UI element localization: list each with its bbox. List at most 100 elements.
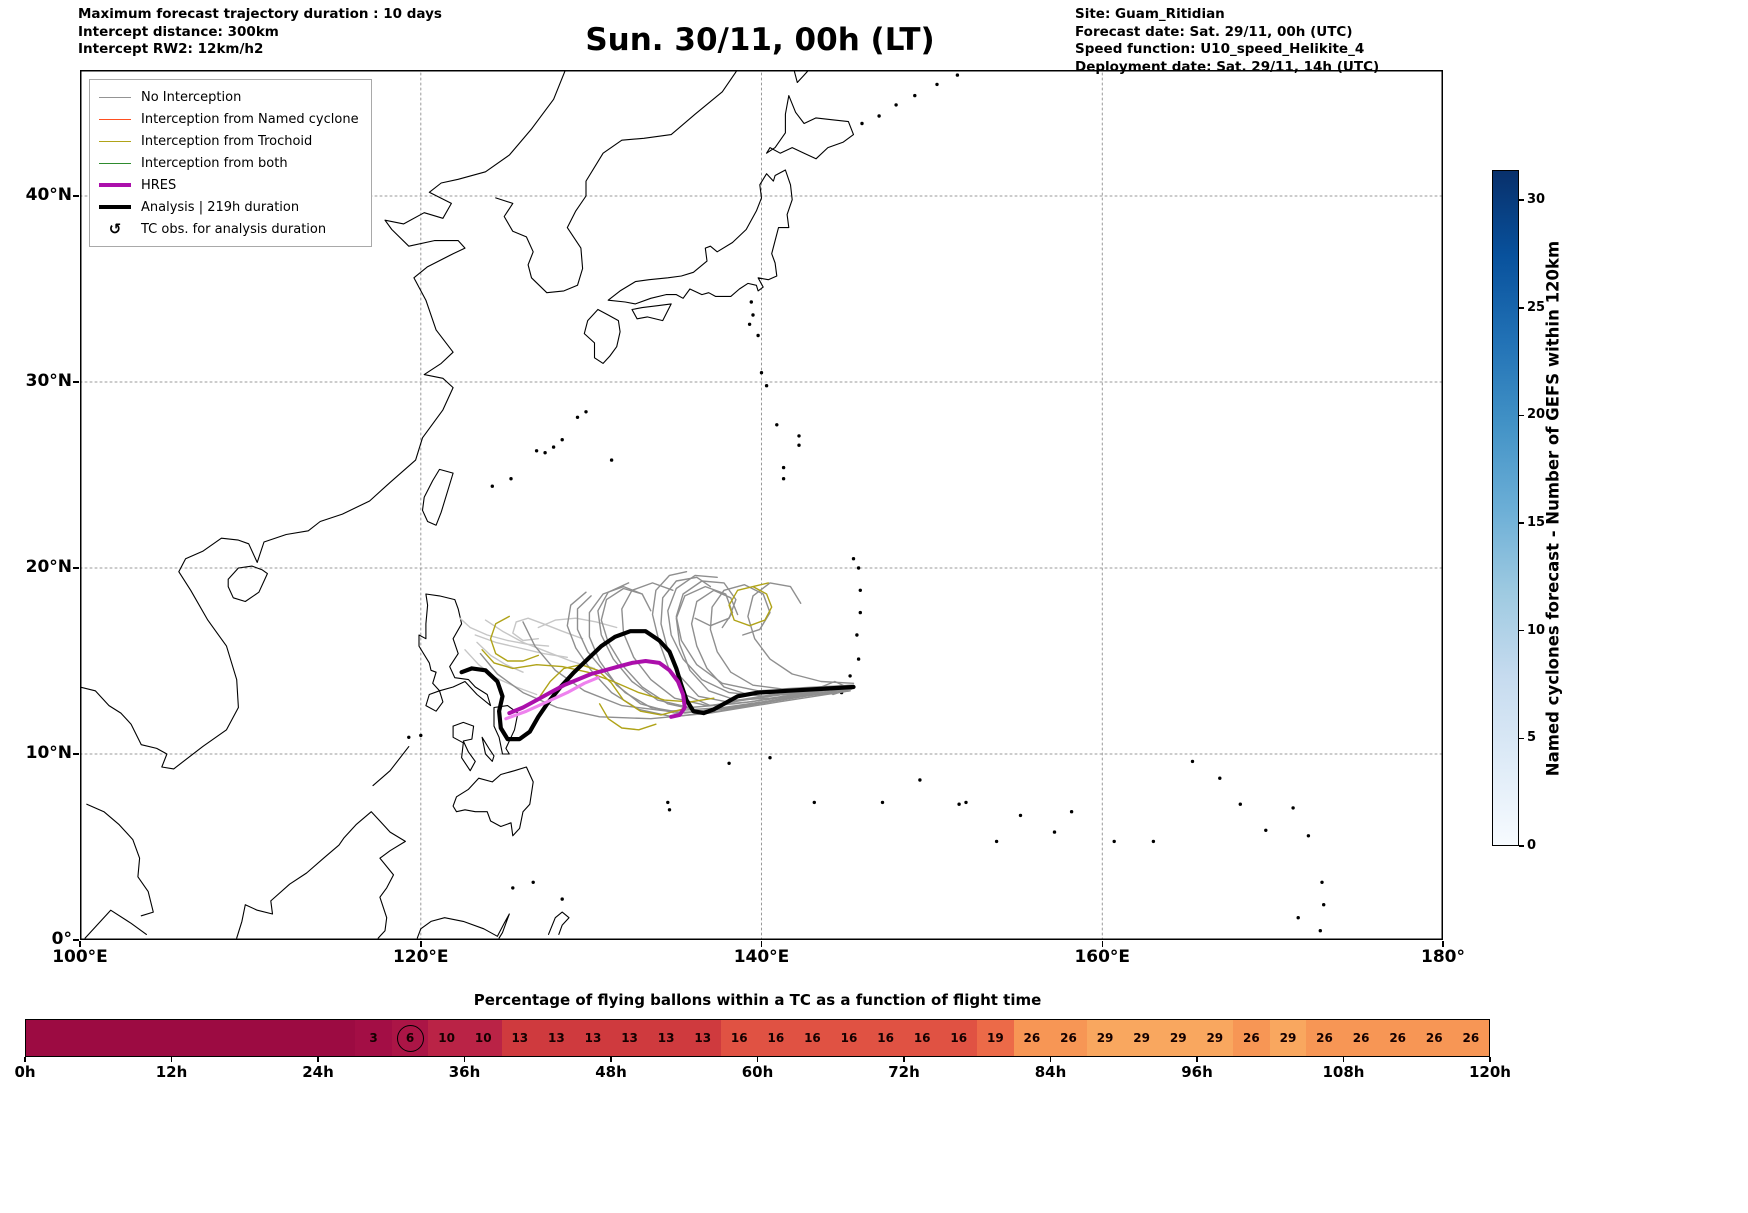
island-dot	[918, 778, 922, 782]
colorbar-tick-mark	[1519, 307, 1524, 309]
island-dot	[848, 674, 852, 678]
island-dot	[858, 588, 862, 592]
flight-time-segment: 13	[501, 1020, 539, 1056]
island-dot	[781, 465, 786, 470]
legend-line-swatch	[99, 96, 131, 98]
ensemble-track-no-interception	[675, 585, 853, 701]
flight-time-segment: 29	[1159, 1020, 1197, 1056]
ensemble-track-no-interception	[512, 617, 584, 642]
colorbar-tick-label: 15	[1527, 515, 1546, 531]
legend-label: Analysis | 219h duration	[141, 199, 300, 215]
figure-title: Sun. 30/11, 00h (LT)	[585, 22, 935, 58]
legend-label: Interception from both	[141, 155, 288, 171]
coastline	[495, 70, 738, 294]
coastline	[236, 811, 406, 939]
colorbar-tick-mark	[1519, 845, 1524, 847]
island-dot	[560, 897, 564, 901]
island-dot	[1052, 830, 1057, 834]
colorbar-tick-mark	[1519, 737, 1524, 740]
x-tick-label: 140°E	[733, 947, 790, 967]
segment-value: 16	[840, 1031, 858, 1045]
island-dot	[751, 313, 755, 317]
legend-item: Analysis | 219h duration	[99, 196, 359, 218]
island-dot	[560, 438, 564, 442]
forecast-date-line: Forecast date: Sat. 29/11, 00h (UTC)	[1075, 23, 1353, 40]
island-dot	[511, 886, 515, 890]
ensemble-track-no-interception	[597, 582, 853, 709]
colorbar-tick-mark	[1519, 629, 1524, 632]
flight-time-tick-mark	[463, 1057, 466, 1062]
coastline	[583, 308, 621, 364]
flight-time-segment: 16	[757, 1020, 795, 1056]
flight-time-segment	[318, 1020, 356, 1056]
flight-time-segment: 26	[1233, 1020, 1270, 1056]
y-tick-mark	[73, 567, 79, 569]
flight-time-segment: 29	[1269, 1020, 1307, 1056]
coastline	[416, 913, 510, 939]
ensemble-track-no-interception	[667, 574, 853, 697]
tc-obs-symbol: ↺	[99, 220, 131, 238]
legend-item: Interception from Trochoid	[99, 130, 359, 152]
flight-time-segment	[208, 1020, 246, 1056]
segment-value: 13	[621, 1031, 638, 1045]
segment-value: 6	[405, 1031, 415, 1045]
colorbar-tick-mark	[1519, 199, 1524, 201]
island-dot	[1190, 759, 1195, 764]
flight-time-segment: 6	[391, 1020, 429, 1056]
flight-time-segment: 26	[1306, 1020, 1343, 1056]
y-tick-mark	[73, 939, 79, 941]
segment-value: 26	[1389, 1031, 1407, 1045]
legend-line	[99, 140, 131, 142]
legend-item: HRES	[99, 174, 359, 196]
segment-value: 26	[1243, 1031, 1260, 1045]
island-dot	[1112, 839, 1116, 844]
colorbar	[1492, 170, 1519, 846]
island-dot	[419, 733, 423, 738]
island-dot	[759, 371, 764, 375]
coastline	[227, 565, 268, 603]
colorbar-tick-label: 30	[1527, 192, 1546, 208]
circled-value: 6	[396, 1024, 424, 1052]
island-dot	[935, 82, 939, 87]
colorbar-tick-label: 10	[1527, 622, 1546, 638]
flight-time-tick-mark	[170, 1057, 173, 1062]
y-tick-mark	[73, 195, 79, 197]
segment-value: 16	[877, 1031, 894, 1045]
island-dot	[1318, 929, 1323, 933]
island-dot	[851, 557, 856, 561]
flight-time-tick-mark	[24, 1057, 26, 1062]
flight-time-segment: 10	[428, 1020, 465, 1056]
island-dot	[534, 449, 539, 453]
colorbar-tick-label: 20	[1527, 407, 1546, 423]
legend-item: Interception from Named cyclone	[99, 108, 359, 130]
island-dot	[531, 880, 535, 884]
flight-time-segment: 13	[647, 1020, 685, 1056]
legend-label: HRES	[141, 177, 177, 193]
flight-time-segment: 3	[355, 1020, 392, 1056]
segment-value: 10	[474, 1031, 492, 1045]
coastline	[452, 721, 476, 772]
island-dot	[747, 322, 752, 326]
coastline	[372, 746, 410, 787]
flight-time-tick-label: 120h	[1469, 1063, 1511, 1081]
island-dot	[880, 800, 885, 805]
island-dot	[964, 800, 968, 805]
island-dot	[858, 610, 862, 615]
flight-time-tick-label: 12h	[155, 1063, 188, 1081]
legend-item: Interception from both	[99, 152, 359, 174]
hres-track	[507, 659, 687, 719]
map-border	[80, 70, 1443, 940]
flight-time-tick-mark	[1049, 1057, 1052, 1062]
ensemble-track-trochoid	[728, 582, 773, 627]
y-tick-mark	[73, 381, 79, 383]
y-tick-label: 10°N	[25, 743, 72, 763]
segment-value: 29	[1169, 1031, 1187, 1045]
legend-label: Interception from Trochoid	[141, 133, 313, 149]
flight-time-segment: 10	[464, 1020, 502, 1056]
island-dot	[1320, 880, 1324, 884]
flight-time-segment: 29	[1196, 1020, 1234, 1056]
island-dot	[812, 800, 816, 805]
island-dot	[1296, 916, 1300, 920]
island-dot	[855, 633, 859, 637]
legend-line	[99, 96, 131, 98]
